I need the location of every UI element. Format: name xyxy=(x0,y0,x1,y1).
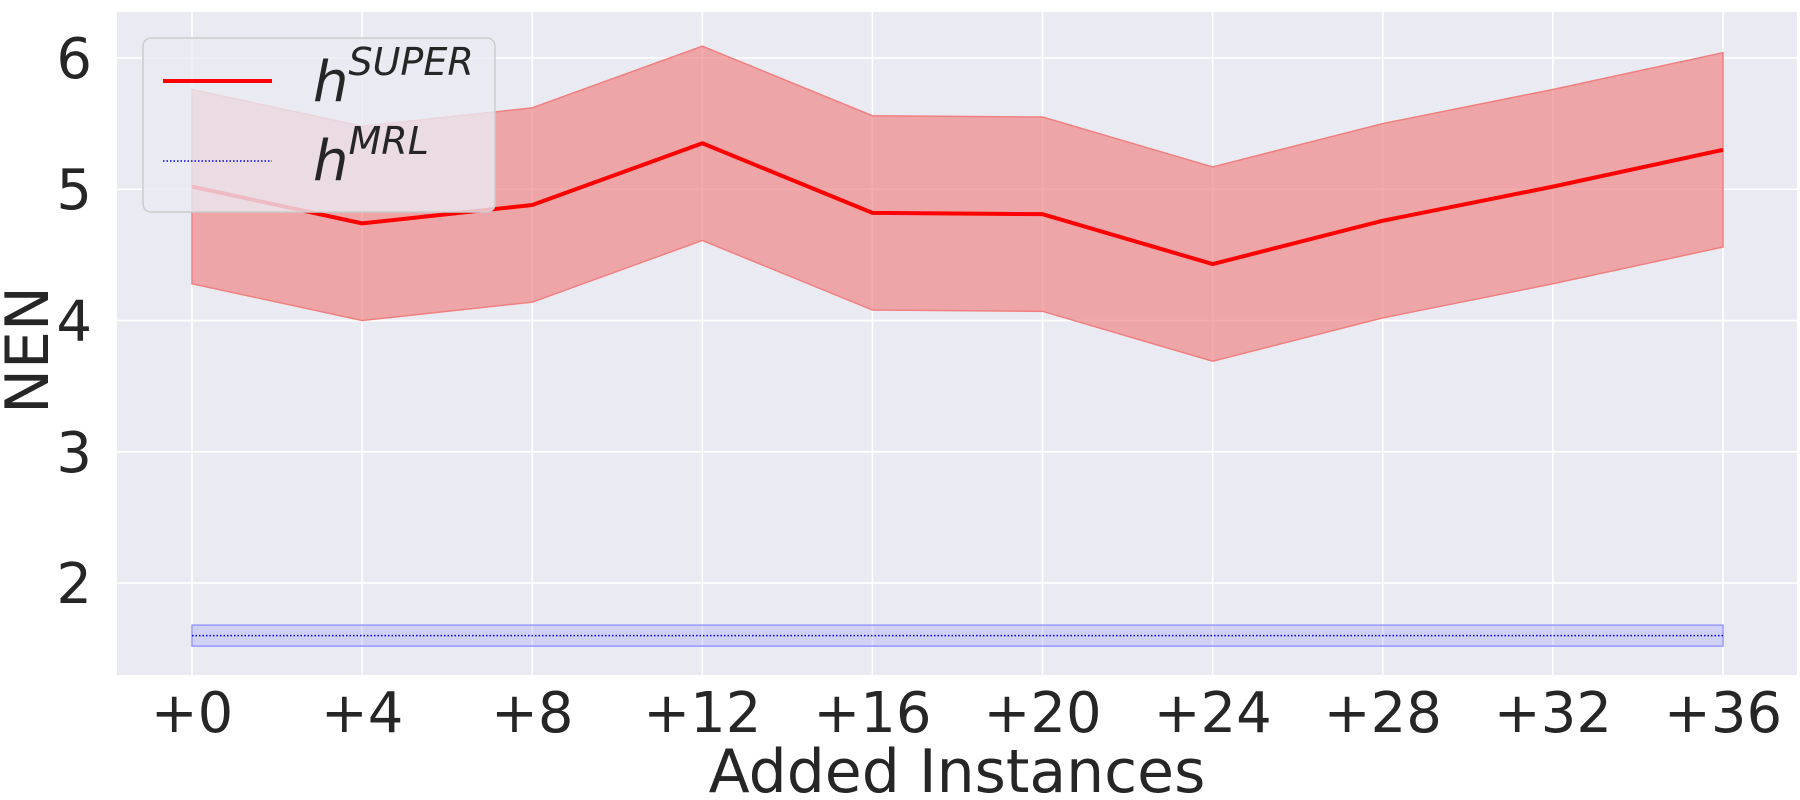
legend-label-mrl: hMRL xyxy=(313,119,429,194)
x-tick-label: +16 xyxy=(813,681,931,746)
series-lines xyxy=(191,141,1724,637)
x-tick-label: +28 xyxy=(1324,681,1442,746)
x-tick-label: +12 xyxy=(643,681,761,746)
x-tick-labels: +0 +4 +8 +12 +16 +20 +24 +28 +32 +36 xyxy=(151,681,1782,746)
band-mrl xyxy=(191,624,1724,647)
x-tick-label: +4 xyxy=(321,681,404,746)
y-tick-label: 6 xyxy=(56,27,92,92)
x-tick-label: +8 xyxy=(491,681,574,746)
y-axis-label: NEN xyxy=(0,286,63,414)
legend-label-super: hSUPER xyxy=(313,40,474,115)
band-super xyxy=(191,45,1724,363)
y-tick-label: 4 xyxy=(56,290,92,355)
legend: hSUPER hMRL xyxy=(142,37,496,213)
x-tick-label: +0 xyxy=(151,681,234,746)
confidence-bands xyxy=(191,45,1724,647)
x-tick-label: +20 xyxy=(983,681,1101,746)
y-tick-label: 3 xyxy=(56,421,92,486)
line-super xyxy=(191,141,1724,267)
x-tick-label: +32 xyxy=(1494,681,1612,746)
y-tick-labels: 2 3 4 5 6 xyxy=(56,27,92,617)
y-tick-label: 2 xyxy=(56,552,92,617)
x-tick-label: +36 xyxy=(1664,681,1782,746)
x-tick-label: +24 xyxy=(1154,681,1272,746)
y-tick-label: 5 xyxy=(56,158,92,223)
x-axis-label: Added Instances xyxy=(709,737,1206,800)
